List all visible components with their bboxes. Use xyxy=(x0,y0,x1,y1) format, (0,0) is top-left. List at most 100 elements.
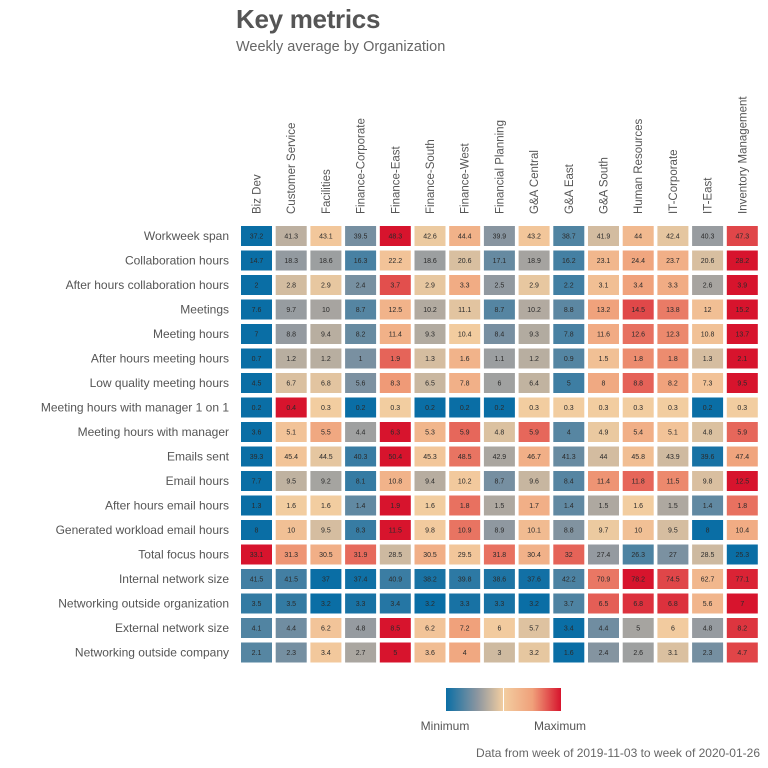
heatmap-cell xyxy=(553,275,585,295)
cell-value-label: 0.3 xyxy=(390,405,400,412)
heatmap-cell xyxy=(275,495,307,516)
heatmap-cell xyxy=(726,348,758,369)
cell-value-label: 2.2 xyxy=(564,283,574,290)
cell-value-label: 7.8 xyxy=(460,381,470,388)
heatmap-cell xyxy=(310,299,342,320)
cell-value-label: 39.3 xyxy=(250,454,264,461)
heatmap-cell xyxy=(692,373,724,393)
cell-value-label: 13.7 xyxy=(735,332,749,339)
cell-value-label: 6.5 xyxy=(425,381,435,388)
cell-value-label: 0.3 xyxy=(321,405,331,412)
cell-value-label: 1 xyxy=(359,356,363,363)
cell-value-label: 18.6 xyxy=(423,258,437,265)
heatmap-cell xyxy=(241,422,272,442)
cell-value-label: 2.6 xyxy=(703,283,713,290)
heatmap-cell xyxy=(275,299,307,320)
cell-value-label: 6.3 xyxy=(390,430,400,437)
heatmap-cell xyxy=(518,446,550,467)
heatmap-cell xyxy=(345,495,377,516)
cell-value-label: 41.5 xyxy=(250,577,264,584)
heatmap-cell xyxy=(726,569,758,589)
heatmap-cell xyxy=(449,593,481,614)
heatmap-cell xyxy=(553,226,585,246)
heatmap-cell xyxy=(692,226,724,246)
cell-value-label: 25.3 xyxy=(735,552,749,559)
heatmap-cell xyxy=(553,569,585,589)
chart-caption: Data from week of 2019-11-03 to week of … xyxy=(476,746,760,760)
cell-value-label: 5.9 xyxy=(529,430,539,437)
cell-value-label: 13.8 xyxy=(666,307,680,314)
cell-value-label: 9.8 xyxy=(425,528,435,535)
cell-value-label: 3.9 xyxy=(737,283,747,290)
cell-value-label: 0.2 xyxy=(703,405,713,412)
heatmap-cell xyxy=(588,348,619,369)
heatmap-cell xyxy=(345,544,377,565)
cell-value-label: 37.2 xyxy=(250,234,264,241)
heatmap-cell xyxy=(241,593,272,614)
cell-value-label: 7 xyxy=(740,601,744,608)
heatmap-cell xyxy=(345,446,377,467)
cell-value-label: 9.5 xyxy=(286,479,296,486)
heatmap-cell xyxy=(692,446,724,467)
cell-value-label: 20.6 xyxy=(458,258,472,265)
cell-value-label: 14.7 xyxy=(250,258,264,265)
heatmap-cell xyxy=(275,250,307,271)
heatmap-cell xyxy=(553,422,585,442)
row-label: After hours meeting hours xyxy=(91,352,229,366)
cell-value-label: 11.5 xyxy=(389,528,402,535)
heatmap-cell xyxy=(622,495,654,516)
cell-value-label: 1.2 xyxy=(529,356,539,363)
cell-value-label: 1.5 xyxy=(495,503,505,510)
heatmap-cell xyxy=(692,397,724,418)
cell-value-label: 8.7 xyxy=(356,307,366,314)
cell-value-label: 3.2 xyxy=(529,601,539,608)
cell-value-label: 44.5 xyxy=(319,454,333,461)
cell-value-label: 45.3 xyxy=(423,454,437,461)
cell-value-label: 8.2 xyxy=(737,626,747,633)
cell-value-label: 10 xyxy=(322,307,330,314)
cell-value-label: 8.5 xyxy=(390,626,400,633)
cell-value-label: 6.5 xyxy=(599,601,609,608)
heatmap-cell xyxy=(275,593,307,614)
heatmap-cell xyxy=(692,495,724,516)
column-label: Inventory Management xyxy=(737,96,749,214)
heatmap-cell xyxy=(588,324,619,344)
heatmap-cell xyxy=(345,250,377,271)
heatmap-cell xyxy=(518,373,550,393)
heatmap-cell xyxy=(553,471,585,491)
heatmap-cell xyxy=(622,373,654,393)
cell-value-label: 74.5 xyxy=(666,577,680,584)
heatmap-cell xyxy=(518,471,550,491)
cell-value-label: 11.5 xyxy=(666,479,679,486)
cell-value-label: 3.3 xyxy=(495,601,505,608)
cell-value-label: 3.3 xyxy=(356,601,366,608)
heatmap-cell xyxy=(414,348,446,369)
heatmap-cell xyxy=(726,495,758,516)
heatmap-cell xyxy=(241,373,272,393)
column-label: Finance-South xyxy=(425,139,437,214)
cell-value-label: 9.2 xyxy=(321,479,331,486)
heatmap-cell xyxy=(414,226,446,246)
column-label: G&A Central xyxy=(529,150,541,214)
cell-value-label: 40.3 xyxy=(354,454,368,461)
heatmap-cell xyxy=(657,495,689,516)
cell-value-label: 0.2 xyxy=(495,405,505,412)
heatmap-cell xyxy=(518,226,550,246)
column-label: Biz Dev xyxy=(252,174,264,214)
heatmap-cell xyxy=(449,226,481,246)
heatmap-cell xyxy=(483,495,515,516)
cell-value-label: 8 xyxy=(255,528,259,535)
heatmap-cell xyxy=(275,373,307,393)
heatmap-cell xyxy=(622,520,654,540)
column-label: G&A South xyxy=(599,157,611,214)
cell-value-label: 5.7 xyxy=(529,626,539,633)
heatmap-cell xyxy=(622,324,654,344)
cell-value-label: 3.6 xyxy=(425,650,435,657)
heatmap-cell xyxy=(483,250,515,271)
cell-value-label: 4.4 xyxy=(356,430,366,437)
cell-value-label: 40.3 xyxy=(701,234,715,241)
cell-value-label: 30.5 xyxy=(319,552,333,559)
cell-value-label: 37.4 xyxy=(354,577,368,584)
cell-value-label: 10 xyxy=(634,528,642,535)
cell-value-label: 8 xyxy=(602,381,606,388)
